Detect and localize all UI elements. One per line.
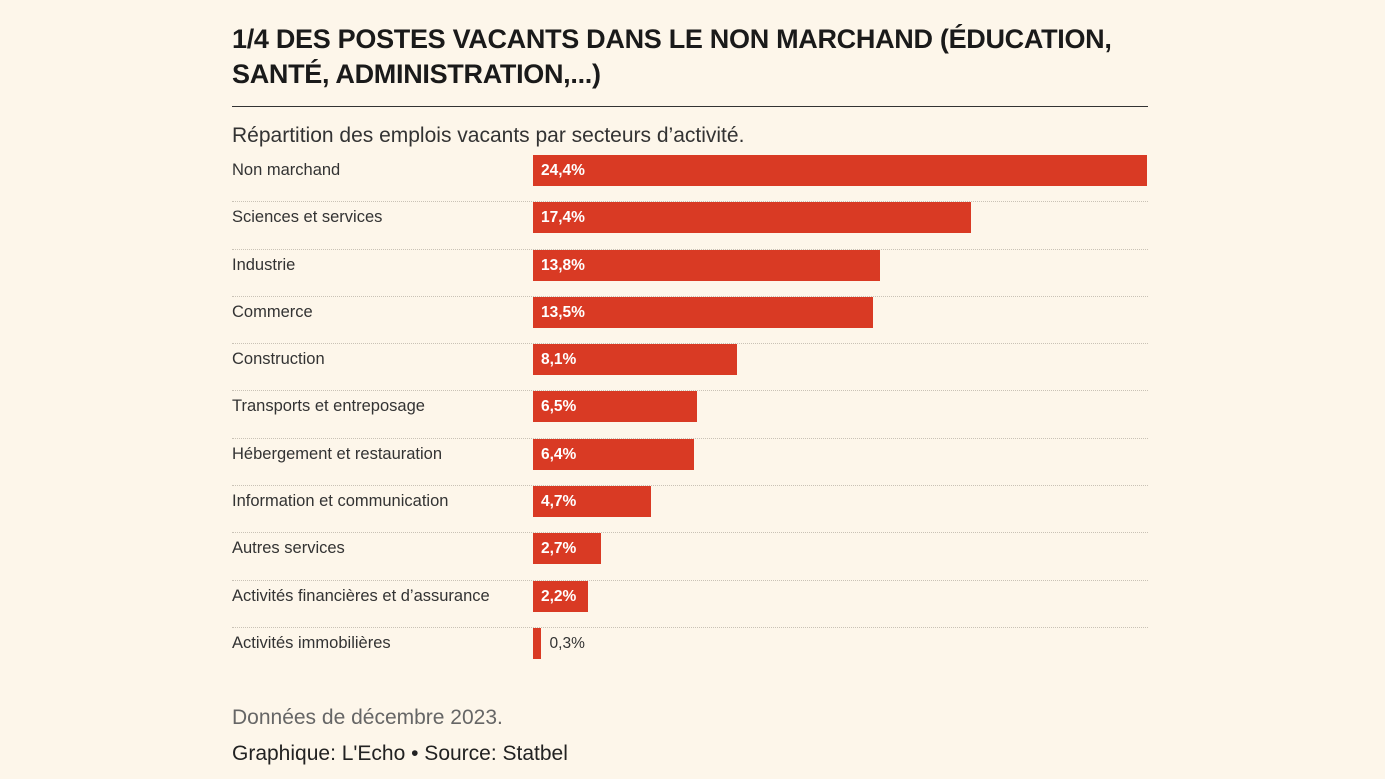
chart-card: 1/4 DES POSTES VACANTS DANS LE NON MARCH… xyxy=(232,22,1148,767)
bar-value-label: 13,8% xyxy=(541,256,585,274)
category-label: Activités financières et d’assurance xyxy=(232,586,490,605)
chart-row: Activités immobilières 0,3% xyxy=(232,627,1148,675)
category-label: Commerce xyxy=(232,302,313,321)
category-label: Sciences et services xyxy=(232,208,383,227)
chart-row: Hébergement et restauration 6,4% xyxy=(232,438,1148,487)
chart-row: Commerce 13,5% xyxy=(232,296,1148,345)
data-note: Données de décembre 2023. xyxy=(232,706,503,730)
bar-track: 24,4% xyxy=(533,155,1147,186)
source-credit: Graphique: L'Echo • Source: Statbel xyxy=(232,742,568,766)
bar xyxy=(533,533,601,565)
bar xyxy=(533,486,652,518)
chart-row: Sciences et services 17,4% xyxy=(232,202,1148,250)
bar xyxy=(533,296,873,328)
bar-value-label: 13,5% xyxy=(541,303,585,321)
bar-track: 6,4% xyxy=(533,438,1147,470)
bar-track: 13,8% xyxy=(533,249,1147,281)
chart-row: Industrie 13,8% xyxy=(232,249,1148,297)
category-label: Transports et entreposage xyxy=(232,397,425,416)
bar-chart: Non marchand 24,4% Sciences et services 17,… xyxy=(232,155,1148,675)
bar xyxy=(533,249,881,281)
bar-track: 17,4% xyxy=(533,202,1147,234)
bar xyxy=(533,627,541,659)
chart-row: Non marchand 24,4% xyxy=(232,155,1148,203)
chart-row: Construction 8,1% xyxy=(232,344,1148,392)
bar-track: 4,7% xyxy=(533,486,1147,518)
chart-row: Information et communication 4,7% xyxy=(232,486,1148,534)
bar-track: 0,3% xyxy=(533,627,1147,659)
bar-value-label: 2,7% xyxy=(541,540,577,558)
bar-value-label: 24,4% xyxy=(541,162,585,179)
bar-value-label: 8,1% xyxy=(541,351,577,369)
bar xyxy=(533,155,1147,186)
category-label: Non marchand xyxy=(232,161,341,179)
bar-track: 2,7% xyxy=(533,533,1147,565)
bar-track: 6,5% xyxy=(533,391,1147,423)
bar-value-label: 6,4% xyxy=(541,445,577,463)
chart-row: Transports et entreposage 6,5% xyxy=(232,391,1148,439)
chart-row: Activités financières et d’assurance 2,2% xyxy=(232,580,1148,628)
category-label: Autres services xyxy=(232,539,345,558)
bar-track: 8,1% xyxy=(533,344,1147,376)
bar xyxy=(533,391,697,423)
category-label: Construction xyxy=(232,350,325,369)
category-label: Industrie xyxy=(232,255,296,274)
bar-value-label: 4,7% xyxy=(541,493,577,511)
bar-track: 2,2% xyxy=(533,580,1147,612)
bar-value-label: 6,5% xyxy=(541,398,577,416)
bar xyxy=(533,580,589,612)
bar-track: 13,5% xyxy=(533,296,1147,328)
bar xyxy=(533,438,695,470)
chart-row: Autres services 2,7% xyxy=(232,533,1148,581)
bar xyxy=(533,202,971,234)
bar-value-label: 0,3% xyxy=(549,634,585,652)
category-label: Information et communication xyxy=(232,492,449,511)
bar-value-label: 17,4% xyxy=(541,209,585,227)
title-divider xyxy=(232,106,1148,107)
category-label: Hébergement et restauration xyxy=(232,444,443,463)
bar xyxy=(533,344,737,376)
chart-subtitle: Répartition des emplois vacants par sect… xyxy=(232,124,745,147)
bar-value-label: 2,2% xyxy=(541,587,577,605)
chart-title: 1/4 DES POSTES VACANTS DANS LE NON MARCH… xyxy=(232,24,1112,89)
category-label: Activités immobilières xyxy=(232,633,391,652)
